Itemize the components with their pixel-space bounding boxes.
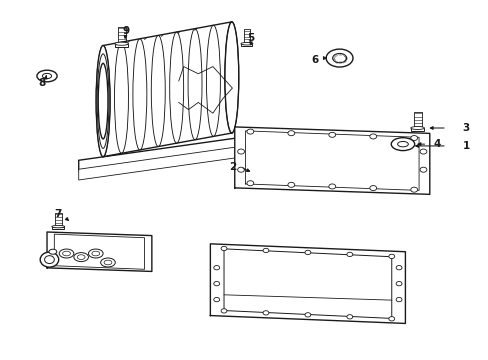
Ellipse shape xyxy=(237,149,244,154)
Polygon shape xyxy=(79,145,246,180)
Ellipse shape xyxy=(44,256,54,264)
Ellipse shape xyxy=(263,311,268,315)
Ellipse shape xyxy=(325,49,352,67)
Text: 8: 8 xyxy=(39,78,46,88)
Ellipse shape xyxy=(42,73,52,78)
Ellipse shape xyxy=(369,185,376,190)
Ellipse shape xyxy=(328,132,335,137)
Ellipse shape xyxy=(246,181,253,186)
Polygon shape xyxy=(234,127,429,194)
Polygon shape xyxy=(103,22,231,157)
Ellipse shape xyxy=(37,70,57,82)
Polygon shape xyxy=(79,136,246,171)
Ellipse shape xyxy=(221,309,226,313)
Ellipse shape xyxy=(96,45,110,157)
Ellipse shape xyxy=(332,53,346,63)
Ellipse shape xyxy=(213,266,219,270)
Ellipse shape xyxy=(104,260,112,265)
Ellipse shape xyxy=(115,42,128,45)
Ellipse shape xyxy=(346,252,352,257)
Bar xyxy=(115,44,127,47)
Ellipse shape xyxy=(388,317,394,321)
Ellipse shape xyxy=(213,297,219,302)
Ellipse shape xyxy=(410,127,424,130)
Ellipse shape xyxy=(221,246,226,251)
Polygon shape xyxy=(210,244,405,323)
Ellipse shape xyxy=(52,225,64,228)
Ellipse shape xyxy=(101,258,115,267)
Ellipse shape xyxy=(88,249,103,258)
Ellipse shape xyxy=(224,22,238,133)
Text: 7: 7 xyxy=(55,209,62,219)
Ellipse shape xyxy=(395,282,401,286)
Bar xyxy=(241,44,252,46)
Ellipse shape xyxy=(346,315,352,319)
Ellipse shape xyxy=(287,131,294,136)
Ellipse shape xyxy=(246,129,253,134)
Ellipse shape xyxy=(77,255,85,260)
Ellipse shape xyxy=(388,254,394,258)
Ellipse shape xyxy=(397,141,407,147)
Ellipse shape xyxy=(395,297,401,302)
Text: 6: 6 xyxy=(311,55,318,65)
Ellipse shape xyxy=(237,167,244,172)
Ellipse shape xyxy=(213,282,219,286)
Bar xyxy=(410,128,423,131)
Ellipse shape xyxy=(49,249,57,254)
Text: 9: 9 xyxy=(122,26,130,36)
Ellipse shape xyxy=(369,134,376,139)
Ellipse shape xyxy=(287,182,294,187)
Ellipse shape xyxy=(92,251,100,256)
Bar xyxy=(52,226,64,229)
Text: 1: 1 xyxy=(462,141,469,151)
Ellipse shape xyxy=(263,248,268,253)
Ellipse shape xyxy=(40,252,59,267)
Polygon shape xyxy=(47,232,152,271)
Ellipse shape xyxy=(305,313,310,317)
Ellipse shape xyxy=(410,135,417,140)
Ellipse shape xyxy=(241,42,252,45)
Ellipse shape xyxy=(59,249,74,258)
Ellipse shape xyxy=(62,251,70,256)
Ellipse shape xyxy=(390,138,414,150)
Ellipse shape xyxy=(410,187,417,192)
Ellipse shape xyxy=(74,253,88,262)
Ellipse shape xyxy=(395,266,401,270)
Ellipse shape xyxy=(98,63,108,139)
Ellipse shape xyxy=(419,167,426,172)
Ellipse shape xyxy=(328,184,335,189)
Text: 3: 3 xyxy=(462,123,469,133)
Text: 4: 4 xyxy=(432,139,440,149)
Ellipse shape xyxy=(305,250,310,255)
Ellipse shape xyxy=(419,149,426,154)
Text: 5: 5 xyxy=(247,33,254,43)
Text: 2: 2 xyxy=(228,162,235,172)
